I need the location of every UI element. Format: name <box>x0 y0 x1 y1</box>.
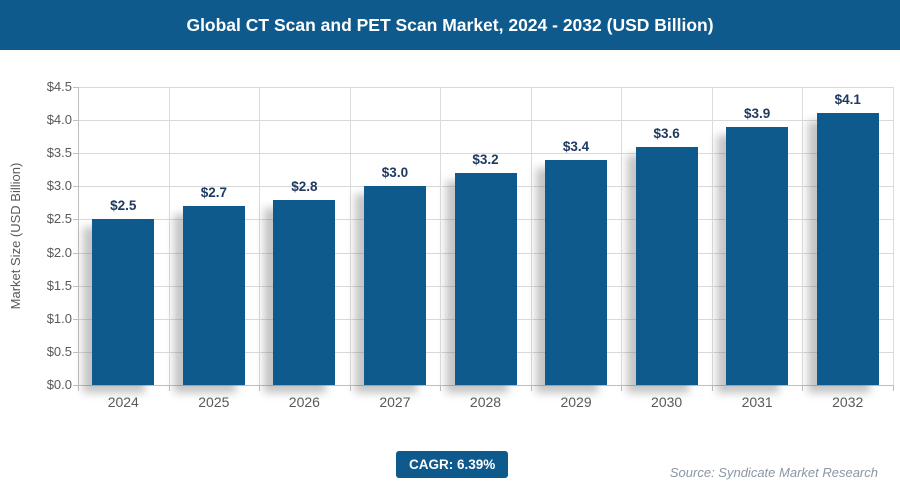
gridline-vertical <box>168 87 170 385</box>
x-tick-label: 2029 <box>560 394 592 410</box>
y-axis-tick <box>73 87 78 88</box>
bar <box>92 219 155 385</box>
y-axis-tick <box>73 219 78 221</box>
gridline-vertical <box>259 87 261 385</box>
y-axis-tick <box>73 252 78 254</box>
gridline-vertical <box>893 87 894 385</box>
bar-value-label: $3.9 <box>744 105 771 121</box>
y-axis-tick <box>73 153 78 155</box>
x-tick-label: 2028 <box>469 394 502 410</box>
bar-value-label: $3.4 <box>562 138 590 154</box>
bar-value-label: $3.0 <box>381 165 409 181</box>
x-axis-tick <box>440 386 442 391</box>
bar <box>816 113 879 385</box>
bar <box>273 199 336 385</box>
gridline-horizontal <box>78 153 893 155</box>
bar <box>454 173 517 385</box>
y-tick-label: $3.5 <box>46 145 72 161</box>
y-axis-tick <box>73 120 78 122</box>
y-tick-label: $1.0 <box>46 310 72 326</box>
bar-value-label: $3.6 <box>653 125 680 141</box>
y-tick-label: $0.5 <box>46 343 72 359</box>
x-tick-label: 2030 <box>651 394 683 410</box>
x-tick-label: 2027 <box>379 394 411 410</box>
bar <box>545 159 608 385</box>
y-tick-label: $0.0 <box>46 377 72 392</box>
gridline-vertical <box>802 87 804 385</box>
x-axis-tick <box>349 386 351 391</box>
bar <box>635 146 698 385</box>
x-tick-label: 2025 <box>198 394 230 410</box>
gridline-vertical <box>530 87 532 385</box>
x-axis-tick <box>621 386 623 391</box>
gridline-horizontal <box>78 120 893 122</box>
x-tick-label: 2032 <box>832 394 864 410</box>
x-axis-tick <box>711 386 713 391</box>
y-axis-tick <box>73 385 78 386</box>
y-axis-tick <box>73 318 78 320</box>
bar-value-label: $2.5 <box>110 198 137 214</box>
y-axis-tick <box>73 186 78 188</box>
bar <box>726 126 789 385</box>
x-tick-label: 2026 <box>288 394 320 410</box>
bar <box>182 206 245 385</box>
x-axis-tick <box>168 386 170 391</box>
y-tick-label: $4.5 <box>46 79 72 94</box>
y-axis-tick <box>73 351 78 353</box>
gridline-vertical <box>349 87 351 385</box>
bar-value-label: $4.1 <box>834 92 861 108</box>
x-axis-tick <box>78 386 79 391</box>
x-axis-tick <box>893 386 894 391</box>
x-tick-label: 2024 <box>107 394 139 410</box>
y-tick-label: $2.0 <box>46 244 72 260</box>
x-axis-tick <box>530 386 532 391</box>
x-axis-tick <box>259 386 261 391</box>
y-axis-title: Market Size (USD Billion) <box>8 162 23 310</box>
cagr-badge: CAGR: 6.39% <box>396 451 509 478</box>
gridline-vertical <box>440 87 442 385</box>
bar <box>363 186 426 385</box>
bar-value-label: $2.7 <box>200 185 227 201</box>
x-tick-label: 2031 <box>741 394 773 410</box>
gridline-vertical <box>621 87 623 385</box>
gridline-horizontal <box>78 87 893 88</box>
y-tick-label: $3.0 <box>46 178 72 194</box>
chart-title: Global CT Scan and PET Scan Market, 2024… <box>186 14 714 35</box>
gridline-vertical <box>711 87 713 385</box>
y-tick-label: $1.5 <box>46 277 72 293</box>
x-axis-line <box>78 385 894 386</box>
source-credit: Source: Syndicate Market Research <box>669 465 878 480</box>
bar-value-label: $2.8 <box>291 178 318 194</box>
y-axis-tick <box>73 285 78 287</box>
y-tick-label: $4.0 <box>46 112 72 128</box>
chart-title-bar: Global CT Scan and PET Scan Market, 2024… <box>0 0 900 50</box>
y-axis-line <box>78 87 79 386</box>
bar-value-label: $3.2 <box>472 152 499 168</box>
y-tick-label: $2.5 <box>46 211 72 227</box>
x-axis-tick <box>802 386 804 391</box>
